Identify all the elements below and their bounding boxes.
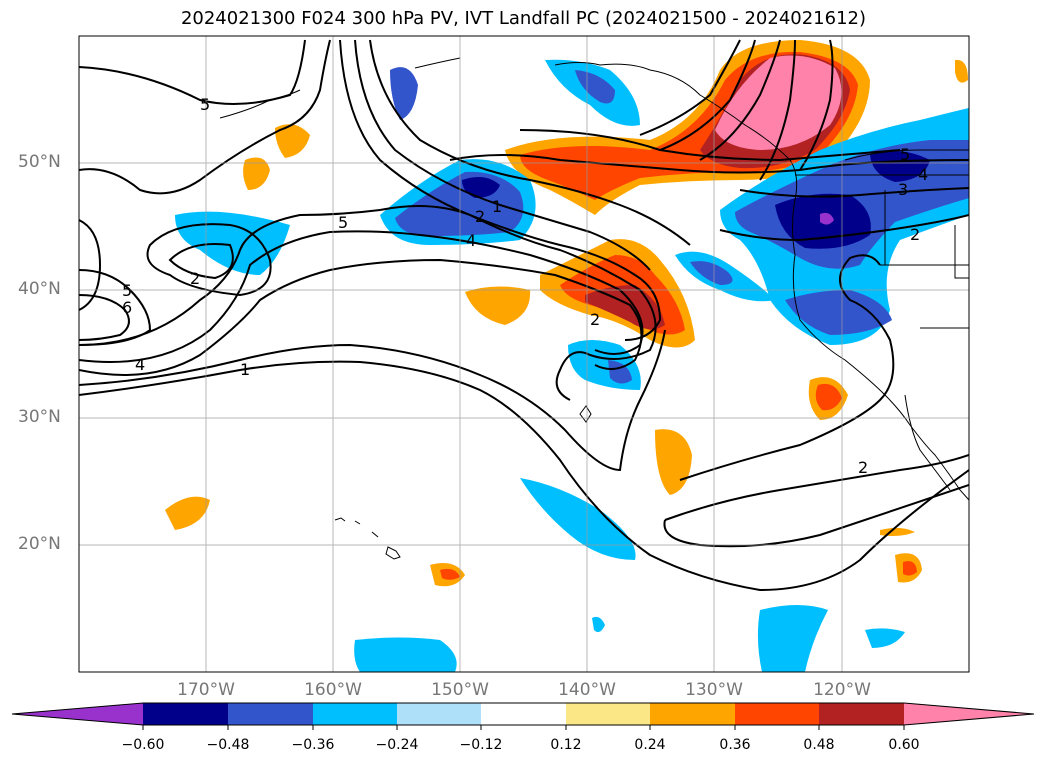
contour-label: 4: [466, 231, 476, 250]
colorbar-tick-label: −0.60: [121, 737, 165, 753]
lon-label-130w: 130°W: [685, 680, 743, 700]
coastlines: [219, 57, 969, 560]
lat-label-40n: 40°N: [18, 279, 61, 299]
colorbar-tick-label: −0.12: [459, 737, 503, 753]
lon-label-160w: 160°W: [304, 680, 362, 700]
lon-label-120w: 120°W: [813, 680, 871, 700]
contour-label: 4: [135, 355, 145, 374]
colorbar-tick-label: 0.12: [550, 737, 582, 753]
map-title: 2024021300 F024 300 hPa PV, IVT Landfall…: [180, 8, 867, 29]
contour-label: 5: [338, 213, 348, 232]
colorbar-tick-label: −0.48: [206, 737, 250, 753]
colorbar-tick-label: 0.36: [719, 737, 751, 753]
contour-label: 1: [240, 360, 250, 379]
lon-label-170w: 170°W: [177, 680, 235, 700]
contour-label: 1: [492, 197, 502, 216]
contour-label: 6: [122, 298, 132, 317]
colorbar-tick-label: −0.36: [291, 737, 335, 753]
contour-label: 5: [900, 145, 910, 164]
lat-label-50n: 50°N: [18, 152, 61, 172]
contour-label: 2: [910, 225, 920, 244]
contour-label: 3: [898, 180, 908, 199]
colorbar-tick-label: 0.24: [634, 737, 666, 753]
map-frame: [78, 35, 970, 673]
lon-label-140w: 140°W: [558, 680, 616, 700]
pv-contours: [79, 39, 969, 592]
shading-layer: [165, 40, 969, 672]
contour-label: 2: [475, 207, 485, 226]
colorbar-tick-label: 0.60: [888, 737, 920, 753]
gridlines: [79, 36, 969, 672]
contour-label: 2: [190, 269, 200, 288]
colorbar-tick-label: −0.24: [375, 737, 419, 753]
contour-label: 2: [590, 310, 600, 329]
colorbar-tick-label: 0.48: [803, 737, 835, 753]
contour-label: 2: [858, 458, 868, 477]
contour-label: 5: [200, 95, 210, 114]
shade-positive-small: [465, 286, 531, 325]
contour-label: 4: [918, 165, 928, 184]
lat-label-20n: 20°N: [18, 534, 61, 554]
lat-label-30n: 30°N: [18, 407, 61, 427]
contour-label: 5: [122, 281, 132, 300]
lon-label-150w: 150°W: [431, 680, 489, 700]
colorbar: [11, 702, 1035, 730]
